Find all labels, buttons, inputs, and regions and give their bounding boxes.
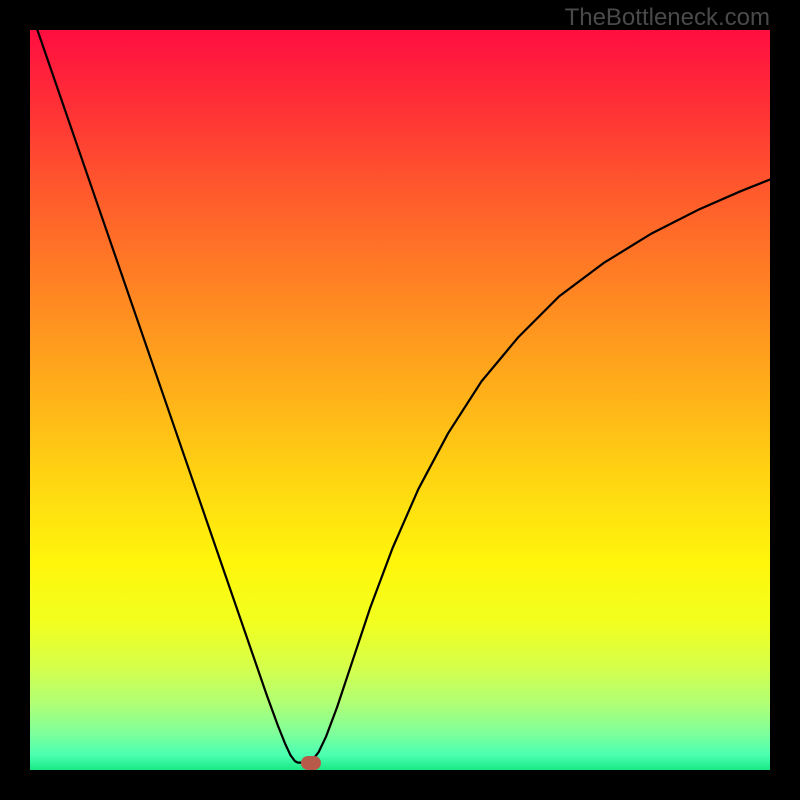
min-marker — [301, 756, 321, 770]
bottleneck-curve — [37, 30, 770, 763]
stage: TheBottleneck.com — [0, 0, 800, 800]
curve-layer — [0, 0, 800, 800]
